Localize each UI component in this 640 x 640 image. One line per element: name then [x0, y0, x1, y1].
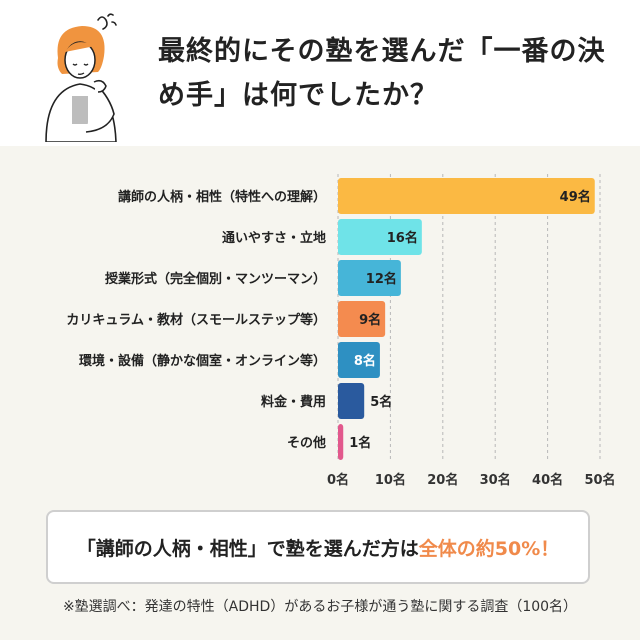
value-label: 9名: [359, 312, 381, 328]
x-tick-label: 0名: [327, 472, 349, 488]
bar: [338, 383, 365, 419]
x-tick-label: 30名: [480, 472, 511, 488]
value-label: 5名: [370, 394, 392, 410]
category-label: その他: [287, 435, 326, 451]
page-title: 最終的にその塾を選んだ「一番の決め手」は何でしたか？: [158, 36, 606, 111]
x-tick-label: 20名: [427, 472, 458, 488]
bar: [338, 342, 380, 378]
x-tick-label: 50名: [584, 472, 615, 488]
header: 最終的にその塾を選んだ「一番の決め手」は何でしたか？: [0, 0, 640, 146]
footnote: ※塾選調べ：発達の特性（ADHD）があるお子様が通う塾に関する調査（100名）: [62, 599, 578, 615]
category-label: カリキュラム・教材（スモールステップ等）: [66, 312, 326, 328]
bar: [338, 424, 344, 460]
value-label: 8名: [354, 353, 376, 369]
bar: [338, 260, 401, 296]
thinking-person-illustration: [45, 13, 117, 142]
bar: [338, 301, 386, 337]
value-label: 49名: [560, 189, 591, 205]
summary-highlight: 全体の約50%！: [418, 537, 560, 560]
bar: [338, 178, 595, 214]
category-label: 授業形式（完全個別・マンツーマン）: [105, 271, 326, 287]
category-label: 通いやすさ・立地: [222, 230, 326, 246]
bar: [338, 219, 422, 255]
category-label: 講師の人柄・相性（特性への理解）: [118, 189, 326, 205]
value-label: 12名: [366, 271, 397, 287]
value-label: 1名: [349, 435, 371, 451]
value-label: 16名: [387, 230, 418, 246]
category-label: 料金・費用: [261, 394, 326, 410]
category-label: 環境・設備（静かな個室・オンライン等）: [79, 353, 326, 369]
summary-box: 「講師の人柄・相性」で塾を選んだ方は 全体の約50%！: [46, 510, 590, 584]
summary-text: 「講師の人柄・相性」で塾を選んだ方は: [76, 537, 419, 560]
x-tick-label: 10名: [375, 472, 406, 488]
x-tick-label: 40名: [532, 472, 563, 488]
